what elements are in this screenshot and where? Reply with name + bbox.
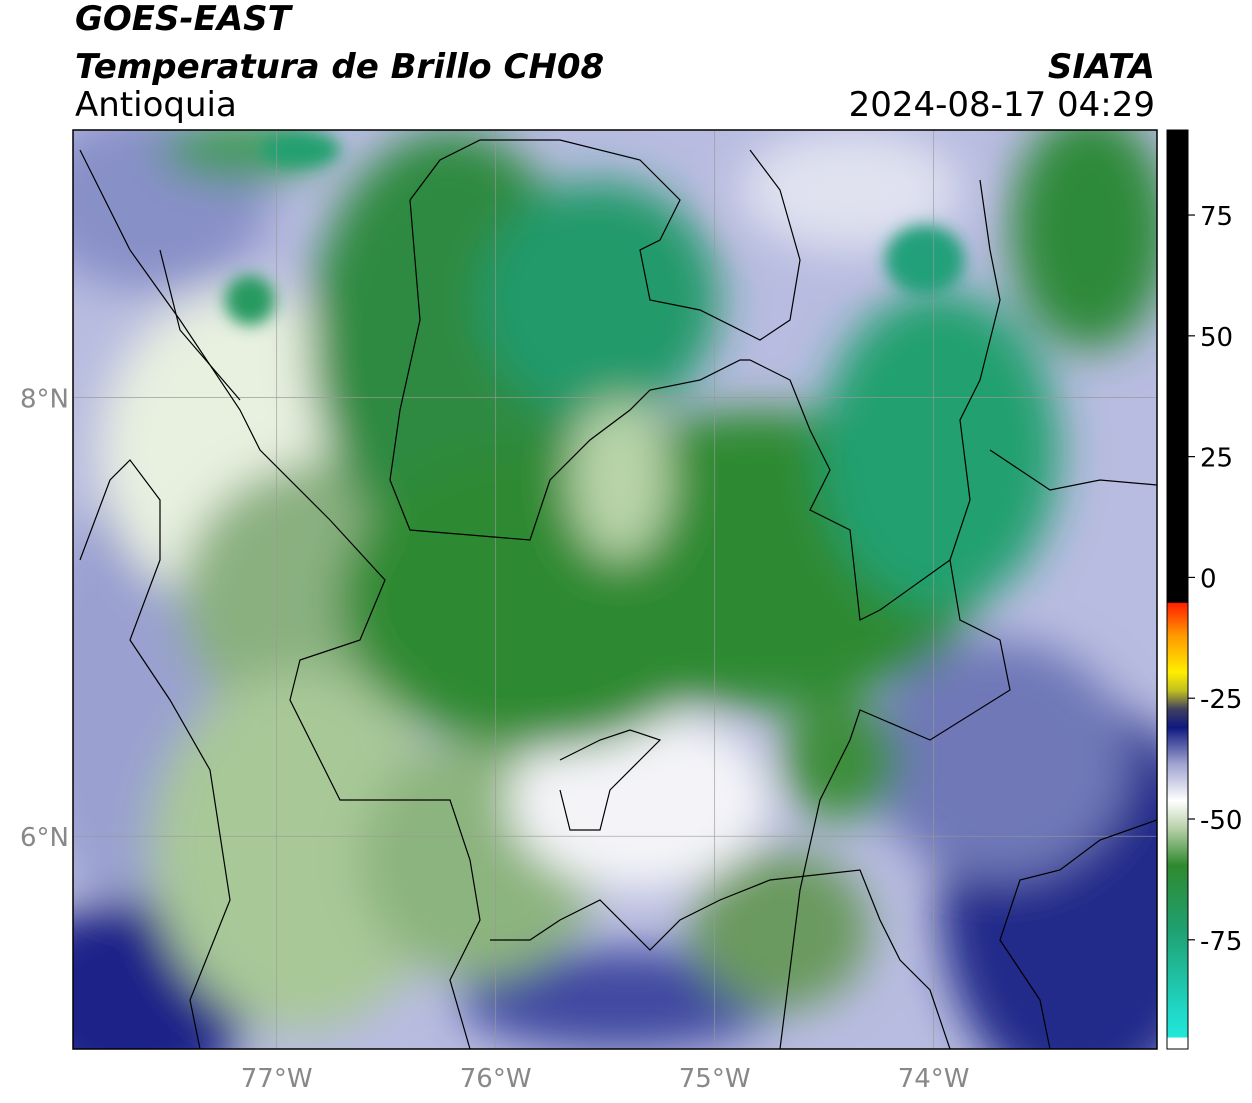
borders — [79, 139, 1157, 1049]
region: Antioquia — [75, 85, 237, 125]
lon-tick-label: 76°W — [460, 1064, 532, 1094]
colorbar-tick-label: 0 — [1200, 564, 1217, 594]
lat-tick-label: 8°N — [20, 385, 69, 415]
colorbar-tick-label: -25 — [1200, 685, 1242, 715]
lon-tick-label: 75°W — [679, 1064, 751, 1094]
colorbar — [1166, 129, 1189, 1050]
map-frame — [72, 129, 1158, 1050]
datetime: 2024-08-17 04:29 — [849, 85, 1155, 125]
satellite-image — [73, 130, 1157, 1049]
colorbar-tick-label: -75 — [1200, 927, 1242, 957]
colorbar-tick-label: 25 — [1200, 444, 1233, 474]
colorbar-ticks: 75 50 25 0 -25 -50 -75 — [1188, 202, 1242, 957]
graticule — [73, 130, 1157, 1049]
subtitle: Temperatura de Brillo CH08 — [75, 47, 604, 87]
colorbar-tick-label: -50 — [1200, 806, 1242, 836]
lat-tick-label: 6°N — [20, 823, 69, 853]
colorbar-tick-label: 50 — [1200, 323, 1233, 353]
title: GOES-EAST — [75, 0, 294, 39]
colorbar-tick-label: 75 — [1200, 202, 1233, 232]
lon-tick-label: 74°W — [898, 1064, 970, 1094]
lon-tick-label: 77°W — [241, 1064, 313, 1094]
source: SIATA — [1048, 47, 1155, 87]
